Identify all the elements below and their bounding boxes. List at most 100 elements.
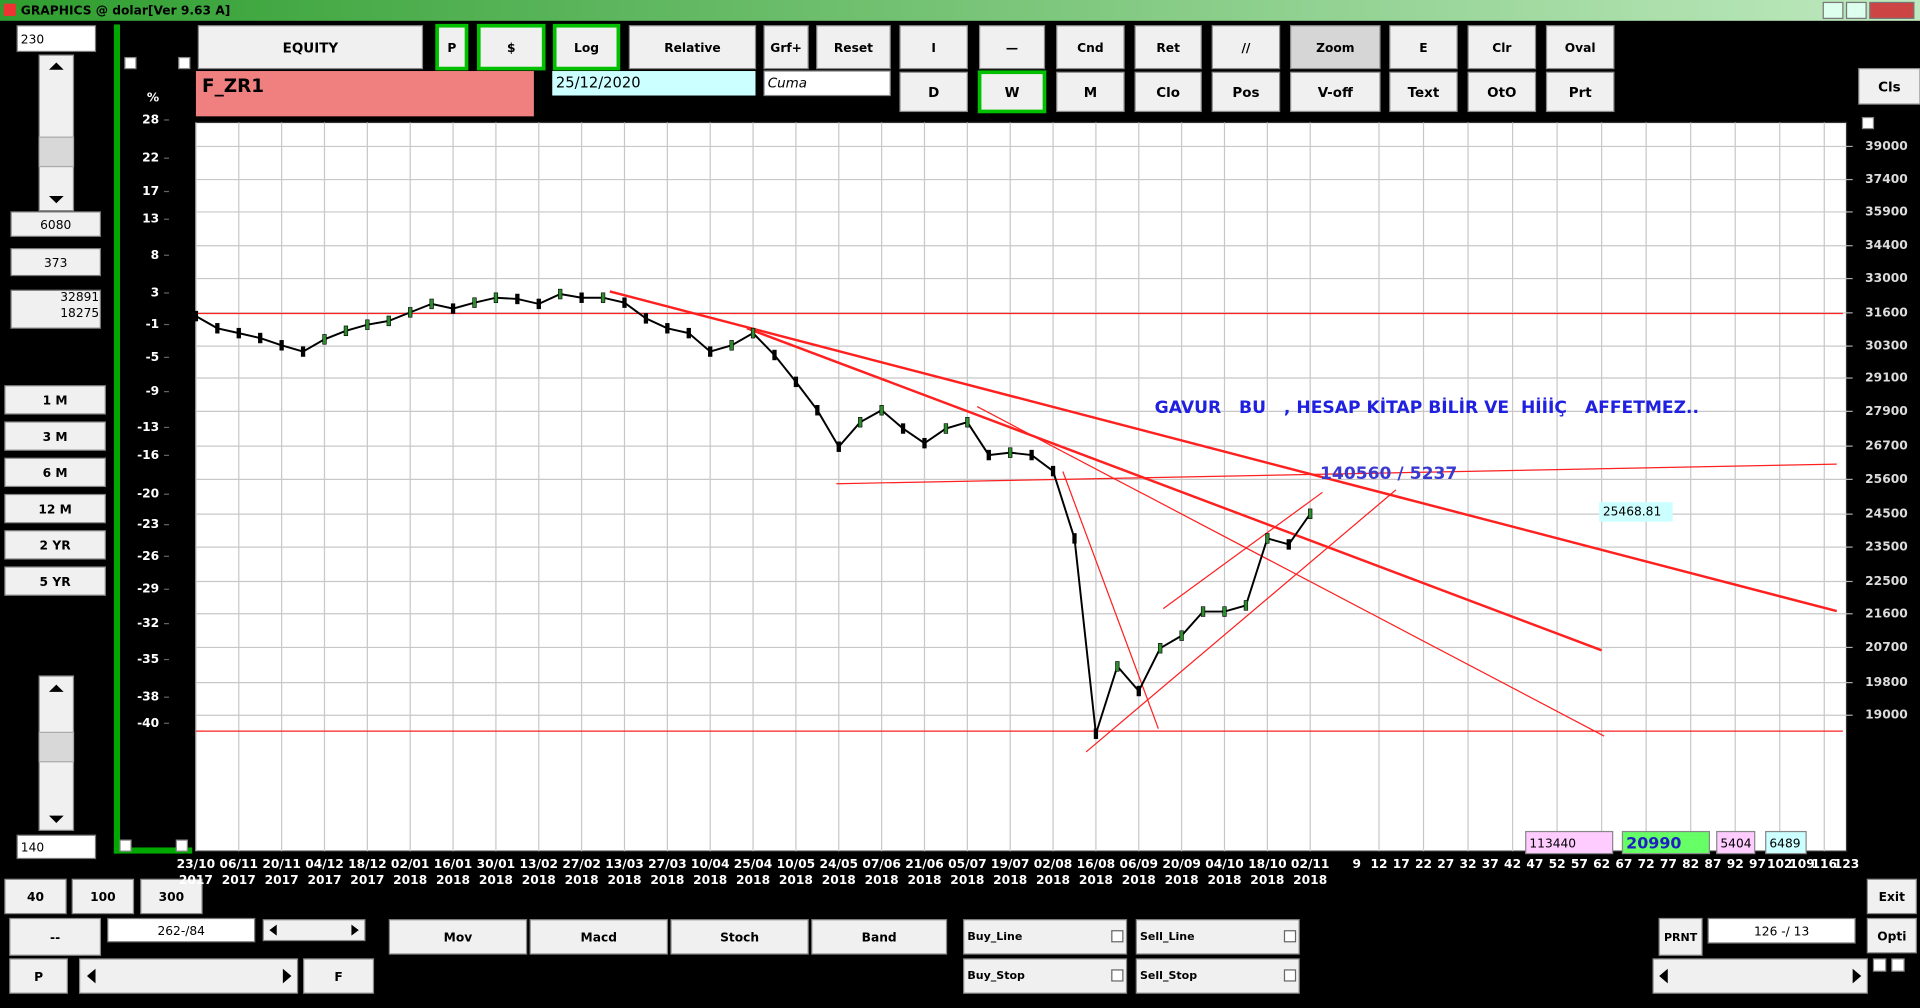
button-label[interactable]: V-off [1318,85,1354,101]
button[interactable] [4,530,106,560]
checkbox[interactable] [1861,116,1875,130]
button-label[interactable]: 3 M [43,430,68,444]
checkbox[interactable] [119,839,132,852]
button-label[interactable]: Opti [1877,929,1906,943]
checkbox[interactable] [1111,930,1124,943]
button-label[interactable]: Band [862,931,897,945]
order-label[interactable]: Buy_Stop [967,969,1025,982]
button[interactable] [9,958,68,994]
button-label[interactable]: 2 YR [40,539,72,553]
button[interactable] [811,919,948,955]
button-label[interactable]: // [1241,41,1250,55]
button[interactable] [1389,25,1458,70]
window-controls[interactable] [1822,1,1915,19]
order-box[interactable] [1135,919,1300,955]
scrollbar[interactable] [78,958,299,994]
button[interactable] [978,25,1046,70]
button-label[interactable]: D [928,85,939,101]
button[interactable] [4,566,106,596]
button-label[interactable]: 12 M [38,502,71,516]
button-label[interactable]: Prt [1569,85,1593,101]
checkbox[interactable] [1891,958,1905,972]
button[interactable] [1389,71,1458,113]
button-label[interactable]: Reset [834,41,873,55]
checkboxes[interactable] [119,56,1905,972]
scroll-track[interactable] [262,919,366,942]
scroll-track[interactable] [38,54,75,212]
button[interactable] [197,25,424,70]
button-label[interactable]: Clo [1156,85,1180,101]
button-label[interactable]: $ [507,41,516,55]
button-label[interactable]: Mov [444,931,473,945]
button-label[interactable]: Cnd [1077,41,1103,55]
button-label[interactable]: E [1419,41,1427,55]
button[interactable] [1467,25,1537,70]
button-label[interactable]: Macd [581,931,617,945]
order-label[interactable]: Buy_Line [967,930,1022,943]
button[interactable] [670,919,809,955]
button[interactable] [140,878,203,915]
button[interactable] [1858,67,1920,105]
button[interactable] [977,70,1047,114]
scrollbar[interactable] [262,919,366,942]
button-label[interactable]: M [1084,85,1097,101]
scroll-thumb[interactable] [38,136,75,168]
button[interactable] [9,917,102,956]
order-label[interactable]: Sell_Line [1140,930,1195,943]
button-label[interactable]: 1 M [43,394,68,408]
button[interactable] [1056,25,1125,70]
button-label[interactable]: P [447,41,456,55]
button-label[interactable]: Log [574,41,599,55]
button[interactable] [1545,71,1615,113]
scroll-thumb[interactable] [38,731,75,763]
button[interactable] [1134,71,1202,113]
button[interactable] [476,23,546,71]
button[interactable] [1658,917,1703,956]
button[interactable] [529,919,668,955]
button-label[interactable]: Zoom [1316,41,1354,55]
button[interactable] [303,958,375,994]
button[interactable] [899,25,968,70]
button[interactable] [1211,71,1281,113]
button[interactable] [1211,25,1281,70]
button-label[interactable]: 5 YR [40,575,72,589]
checkbox[interactable] [1283,930,1297,943]
scrollbar[interactable] [38,675,75,831]
button-label[interactable]: Pos [1232,85,1259,101]
button[interactable] [552,23,621,71]
button-label[interactable]: 300 [159,890,185,904]
button[interactable] [763,25,809,70]
button-label[interactable]: OtO [1487,85,1516,101]
button[interactable] [1056,71,1125,113]
button-label[interactable]: — [1006,41,1018,55]
order-box[interactable] [963,958,1128,994]
button-label[interactable]: F [334,970,342,984]
button[interactable] [435,23,469,71]
button-label[interactable]: Text [1408,85,1440,101]
button[interactable] [1467,71,1537,113]
checkbox[interactable] [1283,969,1297,982]
button-label[interactable]: EQUITY [283,40,339,56]
button[interactable] [1866,878,1917,915]
button[interactable] [899,71,968,113]
button-label[interactable]: Ret [1156,41,1180,55]
button[interactable] [4,457,106,488]
button[interactable] [388,919,528,955]
scroll-track[interactable] [78,958,299,994]
button[interactable] [1290,71,1381,113]
button[interactable] [1290,25,1381,70]
button-label[interactable]: -- [50,931,60,945]
button-label[interactable]: Stoch [720,931,759,945]
button-label[interactable]: Clr [1492,41,1511,55]
scrollbar[interactable] [1652,958,1868,994]
button[interactable] [1866,917,1917,954]
order-label[interactable]: Sell_Stop [1140,969,1197,982]
button[interactable] [1545,25,1615,70]
checkbox[interactable] [124,56,137,70]
checkbox[interactable] [1872,958,1887,972]
button-label[interactable]: I [931,41,936,55]
button-label[interactable]: PRNT [1664,931,1698,944]
button[interactable] [1134,25,1202,70]
scrollbar[interactable] [38,54,75,212]
button[interactable] [628,25,757,70]
